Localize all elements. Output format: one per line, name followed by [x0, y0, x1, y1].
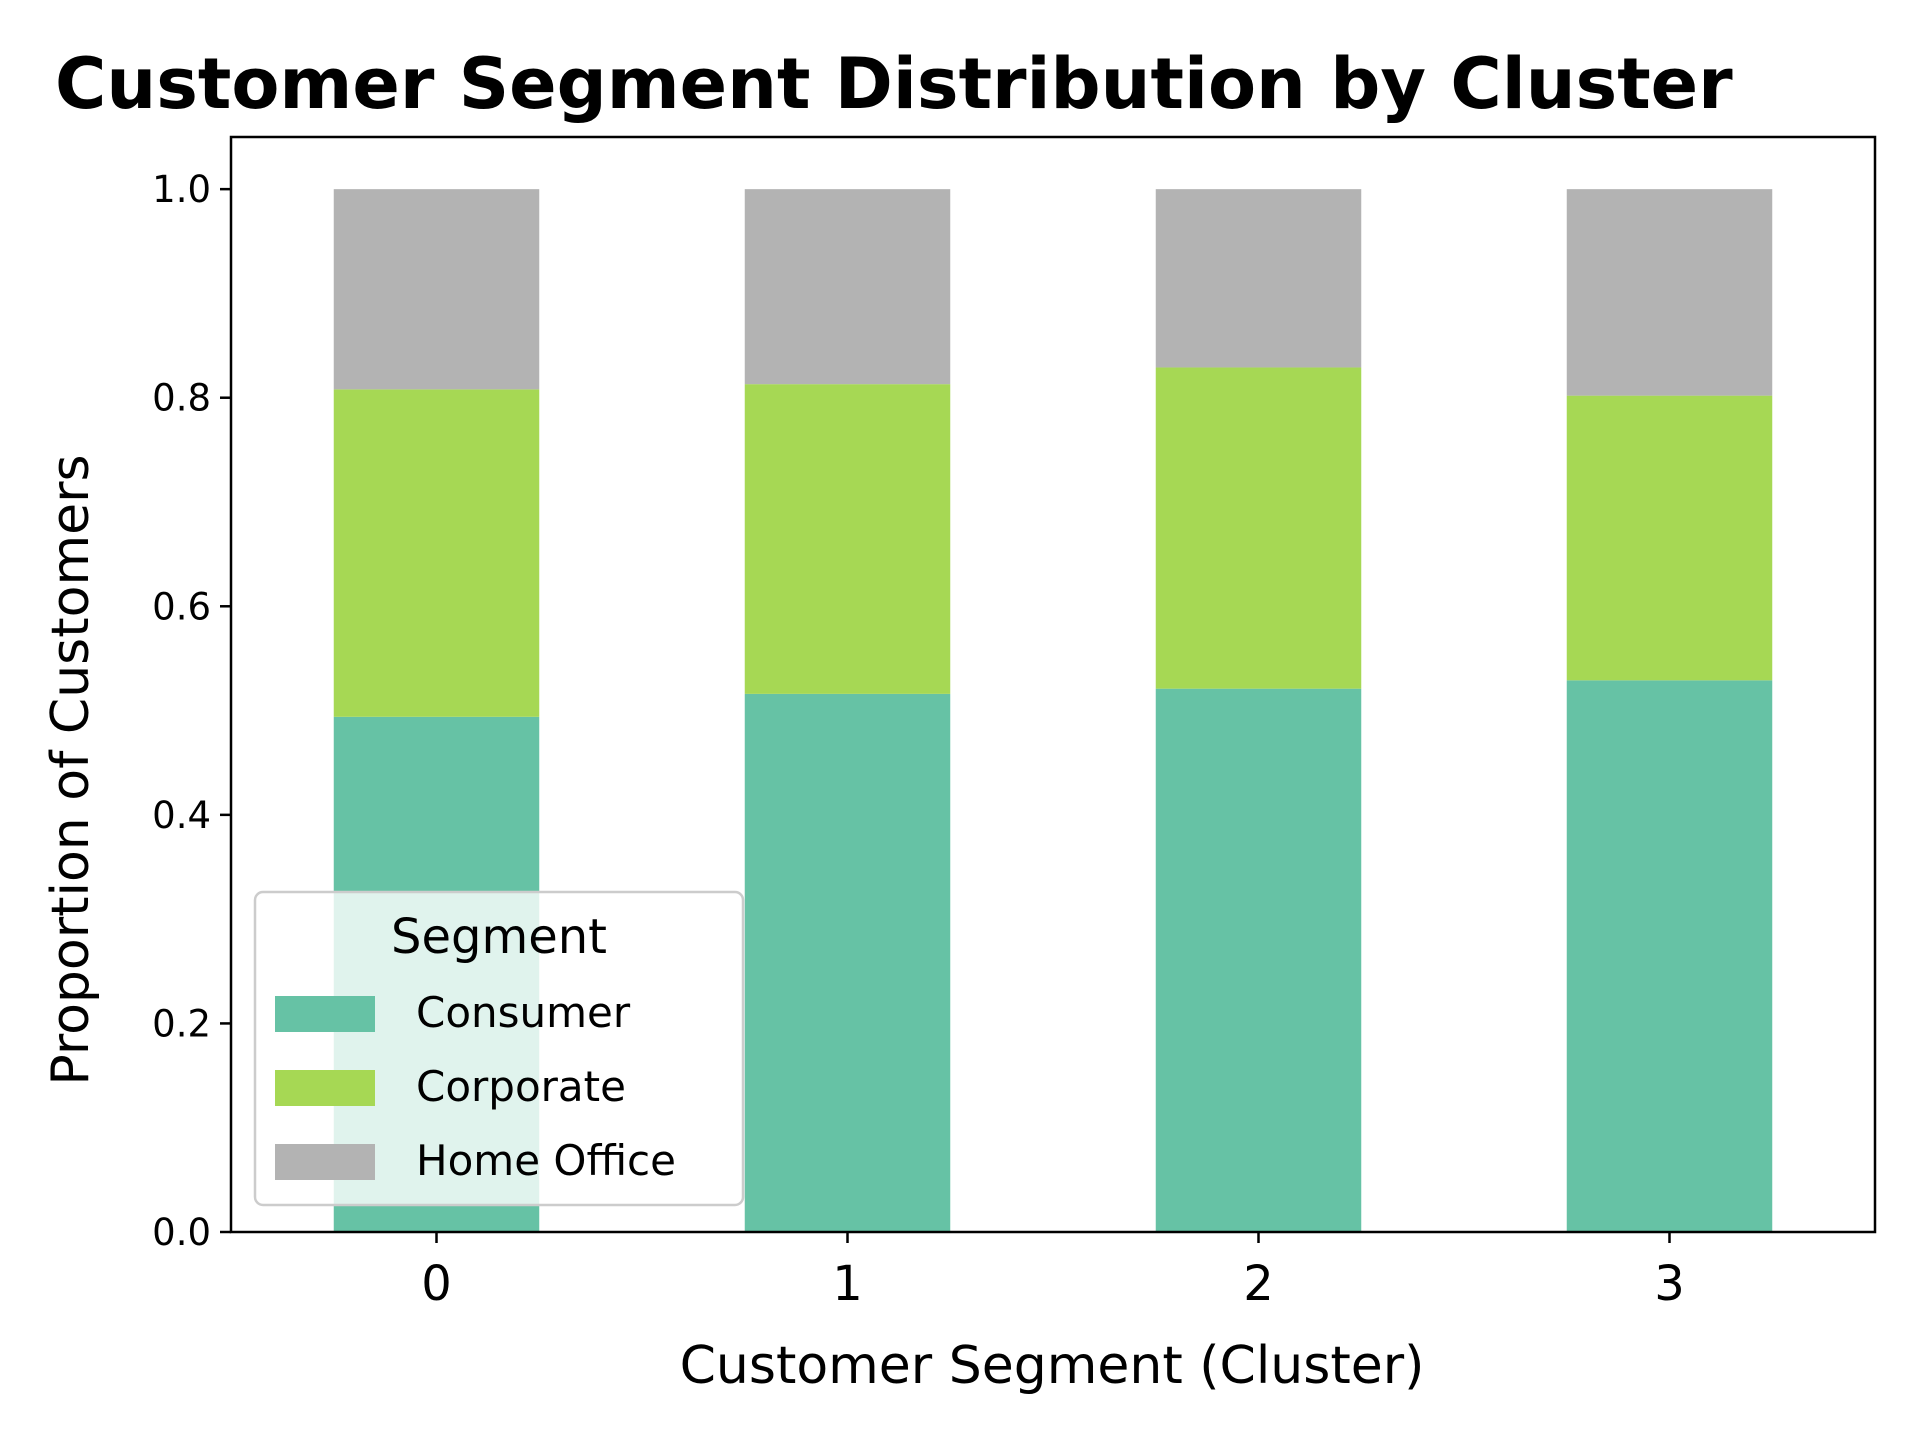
y-tick-label: 0.4 — [152, 794, 211, 837]
bars — [333, 189, 1773, 1232]
x-tick-label: 3 — [1654, 1256, 1685, 1312]
legend-swatch-consumer — [275, 996, 375, 1032]
bar-home-office-0 — [333, 189, 540, 390]
legend-swatch-home-office — [275, 1144, 375, 1180]
legend-label-home-office: Home Office — [416, 1136, 676, 1185]
legend-box — [253, 890, 745, 1207]
y-tick-label: 0.8 — [152, 377, 211, 420]
axes: 0.0 0.2 0.4 0.6 0.8 1.0 0 1 2 3 — [152, 135, 1877, 1312]
bar-corporate-1 — [744, 384, 951, 694]
plot-frame — [229, 135, 1877, 1234]
y-tick-label: 0.6 — [152, 585, 211, 628]
y-tick-label: 1.0 — [152, 168, 211, 211]
x-tick-label: 0 — [421, 1256, 452, 1312]
bar-home-office-1 — [744, 189, 951, 385]
legend-title: Segment — [391, 909, 607, 965]
y-tick-label: 0.2 — [152, 1002, 211, 1045]
x-axis-label: Customer Segment (Cluster) — [680, 1336, 1425, 1396]
x-tick-label: 2 — [1243, 1256, 1274, 1312]
bar-corporate-2 — [1155, 367, 1362, 689]
legend-swatch-corporate — [275, 1070, 375, 1106]
legend-label-corporate: Corporate — [416, 1062, 626, 1111]
bar-corporate-3 — [1566, 395, 1773, 681]
chart-title: Customer Segment Distribution by Cluster — [55, 43, 1733, 125]
bar-consumer-3 — [1566, 680, 1773, 1232]
bar-corporate-0 — [333, 389, 540, 717]
bar-home-office-3 — [1566, 189, 1773, 396]
x-tick-label: 1 — [832, 1256, 863, 1312]
bar-consumer-1 — [744, 693, 951, 1232]
legend-label-consumer: Consumer — [416, 988, 631, 1037]
y-tick-label: 0.0 — [152, 1211, 211, 1254]
bar-home-office-2 — [1155, 189, 1362, 368]
y-axis-label: Proportion of Customers — [41, 454, 101, 1085]
bar-consumer-2 — [1155, 688, 1362, 1232]
legend: Segment Consumer Corporate Home Office — [253, 890, 745, 1207]
